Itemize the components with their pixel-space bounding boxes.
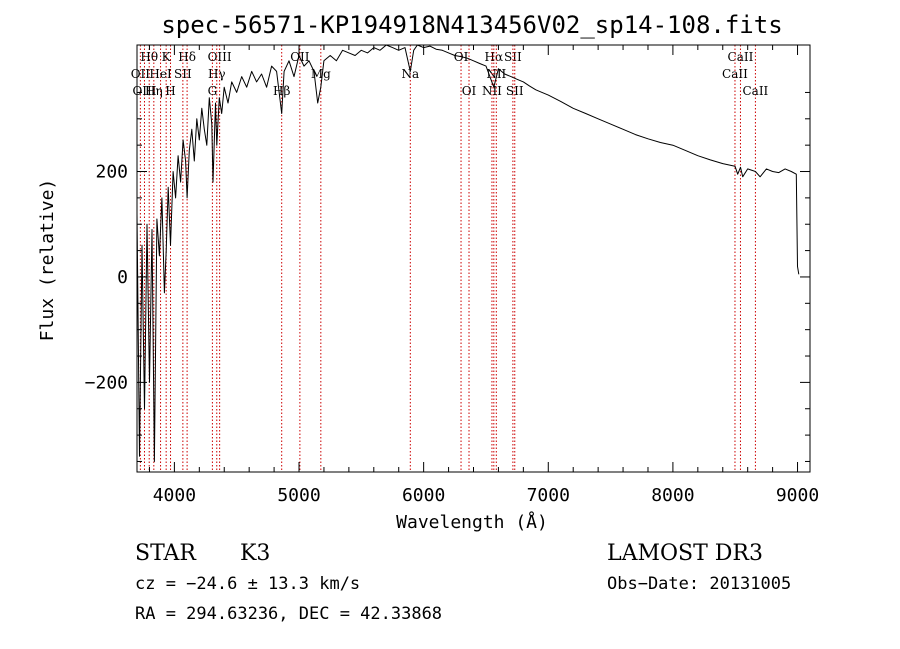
spectrum-line bbox=[136, 44, 800, 462]
x-tick-label: 9000 bbox=[776, 485, 819, 506]
line-marker-label: Mg bbox=[311, 67, 331, 81]
y-axis-ticks: −200 0 200 bbox=[85, 91, 810, 462]
line-marker-label: HeI bbox=[149, 67, 172, 81]
x-tick-label: 8000 bbox=[651, 485, 694, 506]
x-axis-ticks: 4000 5000 6000 7000 8000 9000 bbox=[148, 45, 819, 506]
line-marker-label: OI bbox=[462, 84, 477, 98]
line-marker-label: SII bbox=[504, 50, 522, 64]
plot-frame bbox=[136, 44, 811, 473]
spectral-subclass: K3 bbox=[240, 541, 270, 566]
line-marker-label: Hθ bbox=[140, 50, 158, 64]
line-marker-label: Hγ bbox=[208, 67, 226, 81]
y-axis-title: Flux (relative) bbox=[37, 179, 58, 342]
line-marker-label: SII bbox=[174, 67, 192, 81]
chart-title: spec-56571-KP194918N413456V02_sp14-108.f… bbox=[161, 11, 782, 39]
line-marker-label: CaII bbox=[728, 50, 754, 64]
redshift-cz: cz = −24.6 ± 13.3 km/s bbox=[135, 574, 360, 594]
x-tick-label: 6000 bbox=[402, 485, 445, 506]
observation-date: Obs−Date: 20131005 bbox=[607, 574, 791, 594]
x-tick-label: 4000 bbox=[153, 485, 196, 506]
x-axis-title: Wavelength (Å) bbox=[396, 511, 548, 533]
line-marker-label: Na bbox=[401, 67, 419, 81]
coordinates: RA = 294.63236, DEC = 42.33868 bbox=[135, 604, 442, 624]
survey-name: LAMOST DR3 bbox=[607, 541, 763, 566]
line-marker-label: H bbox=[165, 84, 175, 98]
object-class: STAR bbox=[135, 541, 197, 566]
y-tick-label: 200 bbox=[95, 162, 128, 183]
y-tick-label: −200 bbox=[85, 372, 128, 393]
spectrum-series bbox=[136, 44, 800, 462]
line-marker-label: Hδ bbox=[178, 50, 196, 64]
line-marker-label: G bbox=[208, 84, 218, 98]
line-marker-label: CaII bbox=[722, 67, 748, 81]
line-marker-label: Hη bbox=[145, 84, 163, 98]
line-marker-label: OIII bbox=[132, 84, 156, 98]
line-marker-label: SII bbox=[506, 84, 524, 98]
line-marker-label: NII bbox=[482, 84, 502, 98]
x-tick-label: 5000 bbox=[277, 485, 320, 506]
line-marker-label: K bbox=[162, 50, 172, 64]
y-tick-label: 0 bbox=[117, 267, 128, 288]
line-marker-label: Hα bbox=[485, 50, 504, 64]
x-tick-label: 7000 bbox=[527, 485, 570, 506]
line-marker-label: Hβ bbox=[273, 84, 290, 98]
line-marker-label: OIII bbox=[208, 50, 232, 64]
line-marker-label: OII bbox=[131, 67, 151, 81]
line-marker-label: CaII bbox=[742, 84, 768, 98]
line-marker-label: NII bbox=[486, 67, 506, 81]
